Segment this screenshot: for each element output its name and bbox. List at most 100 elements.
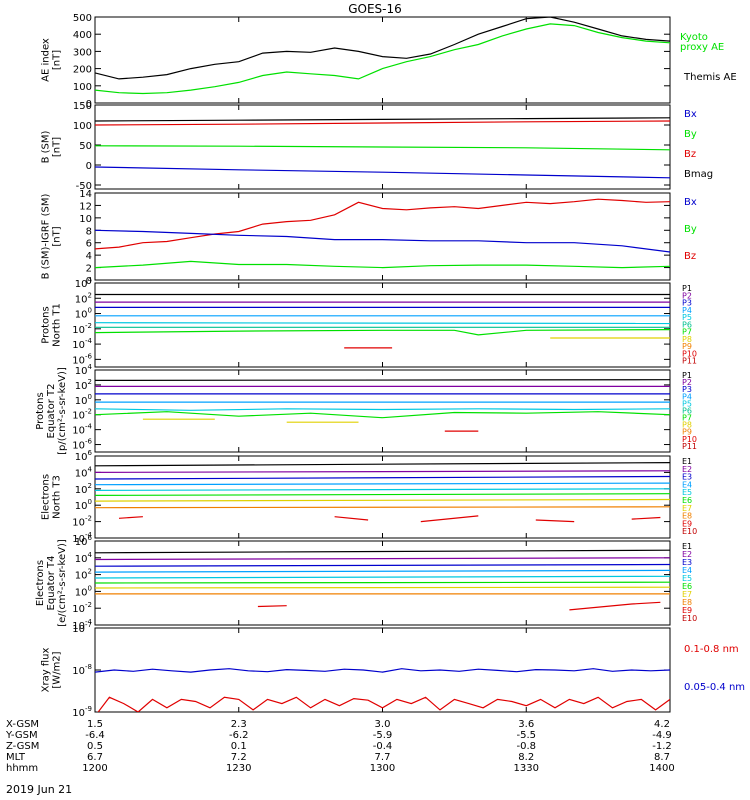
legend-prot_t1: P4 — [682, 306, 692, 315]
ephemeris-value: -5.5 — [516, 730, 536, 741]
ytick-label-prot_t1: 100 — [75, 307, 92, 321]
ylabel-ae: AE index — [41, 38, 52, 82]
ytick-label-prot_t2: 10-4 — [72, 423, 92, 437]
ephemeris-value: 1.5 — [87, 719, 103, 730]
ephemeris-value: 3.6 — [518, 719, 534, 730]
ytick-label-ae: 100 — [73, 82, 92, 93]
legend-prot_t1: P6 — [682, 320, 692, 329]
ytick-label-prot_t1: 10-2 — [72, 322, 92, 336]
series-elec_t3-E8 — [95, 506, 670, 509]
ytick-label-prot_t2: 104 — [75, 363, 93, 377]
ephemeris-value: 6.7 — [87, 752, 103, 763]
ytick-label-elec_t4: 100 — [75, 584, 92, 598]
series-elec_t3-E1 — [95, 462, 670, 467]
ytick-label-ae: 500 — [73, 13, 92, 24]
ylabel-prot_t2: Equator T2 — [46, 384, 57, 439]
series-elec_t3-E2 — [95, 470, 670, 473]
ytick-label-ae: 300 — [73, 47, 92, 58]
ytick-label-xray: 10-7 — [72, 621, 92, 635]
ytick-label-prot_t2: 10-2 — [72, 408, 92, 422]
series-elec_t3-E9d — [535, 519, 575, 523]
legend-prot_t2: P5 — [682, 399, 692, 408]
legend-bsm: Bx — [684, 109, 697, 120]
ytick-label-prot_t2: 100 — [75, 393, 92, 407]
series-elec_t4-E4 — [95, 569, 670, 573]
ytick-label-prot_t1: 10-4 — [72, 337, 92, 351]
ephemeris-row-label: MLT — [6, 752, 26, 763]
ephemeris-row-label: Z-GSM — [6, 741, 39, 752]
legend-prot_t2: P2 — [682, 378, 692, 387]
legend-prot_t1: P1 — [682, 284, 692, 293]
legend-prot_t1: P7 — [682, 328, 692, 337]
legend-bsm: By — [684, 129, 697, 140]
ylabel-ae: [nT] — [52, 50, 63, 70]
series-elec_t4-E9b — [569, 601, 661, 611]
legend-prot_t1: P8 — [682, 335, 692, 344]
ytick-label-elec_t4: 10-2 — [72, 601, 92, 615]
legend-bdiff: Bx — [684, 197, 697, 208]
ytick-label-ae: 400 — [73, 30, 92, 41]
legend-elec_t4: E3 — [682, 558, 692, 567]
panel-frame-elec_t3 — [94, 455, 671, 539]
ylabel-prot_t2: Protons — [35, 392, 46, 429]
legend-prot_t1: P10 — [682, 349, 697, 358]
legend-prot_t1: P11 — [682, 357, 697, 366]
panel-frame-prot_t1 — [94, 282, 671, 368]
series-elec_t4-E6 — [95, 581, 670, 584]
ytick-label-bsm: 0 — [86, 161, 92, 172]
legend-ae: Kyoto — [680, 32, 708, 43]
ytick-label-xray: 10-9 — [72, 705, 92, 719]
legend-elec_t3: E5 — [682, 488, 692, 497]
ytick-label-elec_t4: 104 — [75, 551, 93, 565]
ephemeris-value: -5.9 — [373, 730, 393, 741]
ephemeris-value: 1400 — [649, 763, 674, 774]
ytick-label-prot_t1: 102 — [75, 291, 92, 305]
ephemeris-value: 1300 — [370, 763, 395, 774]
ylabel-elec_t3: Electrons — [41, 474, 52, 520]
ytick-label-bsm: 150 — [73, 101, 92, 112]
legend-prot_t1: P3 — [682, 299, 692, 308]
ytick-label-prot_t1: 104 — [75, 276, 93, 290]
ephemeris-value: 1230 — [226, 763, 251, 774]
legend-elec_t4: E10 — [682, 614, 697, 623]
ytick-label-elec_t3: 10-2 — [72, 515, 92, 529]
legend-ae: Themis AE — [683, 72, 737, 83]
series-ae-Kyoto proxy AE — [95, 23, 670, 95]
legend-prot_t2: P1 — [682, 371, 692, 380]
legend-prot_t2: P8 — [682, 421, 692, 430]
ylabel-bdiff: B (SM)-IGRF (SM) — [41, 194, 52, 280]
legend-prot_t2: P3 — [682, 385, 692, 394]
panel-frame-ae — [94, 16, 671, 104]
ylabel-bsm: B (SM) — [41, 130, 52, 163]
series-bsm-Bmag — [95, 117, 670, 122]
panel-frame-prot_t2 — [94, 369, 671, 453]
chart-title: GOES-16 — [348, 2, 402, 16]
legend-bdiff: Bz — [684, 251, 696, 262]
ephemeris-value: 1330 — [514, 763, 539, 774]
series-xray-0.05-0.4 nm — [95, 668, 670, 673]
series-elec_t4-E7 — [95, 586, 670, 589]
ylabel-bdiff: [nT] — [52, 226, 63, 246]
legend-elec_t4: E4 — [682, 566, 692, 575]
legend-prot_t2: P6 — [682, 406, 692, 415]
ephemeris-value: -4.9 — [652, 730, 672, 741]
legend-prot_t2: P10 — [682, 435, 697, 444]
series-bsm-By — [95, 145, 670, 151]
legend-prot_t1: P9 — [682, 342, 692, 351]
ytick-label-prot_t2: 102 — [75, 378, 92, 392]
series-prot_t1-P7 — [95, 329, 670, 336]
series-elec_t4-E1 — [95, 549, 670, 554]
legend-elec_t4: E2 — [682, 550, 692, 559]
ephemeris-value: -6.4 — [85, 730, 105, 741]
ephemeris-value: 7.7 — [375, 752, 391, 763]
ylabel-elec_t3: North T3 — [52, 475, 63, 519]
ylabel-prot_t1: North T1 — [52, 303, 63, 347]
legend-bsm: Bmag — [684, 169, 713, 180]
ephemeris-value: 2.3 — [231, 719, 247, 730]
legend-elec_t3: E9 — [682, 519, 692, 528]
ytick-label-bsm: -50 — [76, 181, 92, 192]
ytick-label-prot_t1: 10-6 — [72, 352, 92, 366]
ytick-label-bdiff: 10 — [79, 214, 92, 225]
ytick-label-elec_t3: 106 — [75, 449, 93, 463]
ylabel-xray: Xray flux — [41, 648, 52, 693]
